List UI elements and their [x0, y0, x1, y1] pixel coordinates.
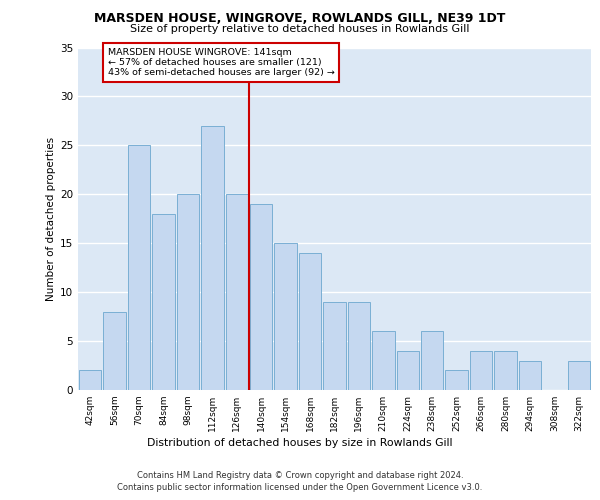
- Bar: [323, 302, 346, 390]
- Bar: [274, 243, 297, 390]
- Text: Distribution of detached houses by size in Rowlands Gill: Distribution of detached houses by size …: [147, 438, 453, 448]
- Bar: [152, 214, 175, 390]
- Bar: [103, 312, 126, 390]
- Bar: [201, 126, 224, 390]
- Bar: [518, 360, 541, 390]
- Bar: [421, 332, 443, 390]
- Bar: [445, 370, 468, 390]
- Text: Contains HM Land Registry data © Crown copyright and database right 2024.: Contains HM Land Registry data © Crown c…: [137, 471, 463, 480]
- Y-axis label: Number of detached properties: Number of detached properties: [46, 136, 56, 301]
- Bar: [494, 351, 517, 390]
- Bar: [79, 370, 101, 390]
- Bar: [372, 332, 395, 390]
- Bar: [299, 253, 322, 390]
- Bar: [568, 360, 590, 390]
- Bar: [128, 146, 151, 390]
- Text: Size of property relative to detached houses in Rowlands Gill: Size of property relative to detached ho…: [130, 24, 470, 34]
- Bar: [176, 194, 199, 390]
- Bar: [470, 351, 493, 390]
- Text: Contains public sector information licensed under the Open Government Licence v3: Contains public sector information licen…: [118, 483, 482, 492]
- Bar: [250, 204, 272, 390]
- Text: MARSDEN HOUSE, WINGROVE, ROWLANDS GILL, NE39 1DT: MARSDEN HOUSE, WINGROVE, ROWLANDS GILL, …: [94, 12, 506, 26]
- Text: MARSDEN HOUSE WINGROVE: 141sqm
← 57% of detached houses are smaller (121)
43% of: MARSDEN HOUSE WINGROVE: 141sqm ← 57% of …: [108, 48, 335, 78]
- Bar: [226, 194, 248, 390]
- Bar: [347, 302, 370, 390]
- Bar: [397, 351, 419, 390]
